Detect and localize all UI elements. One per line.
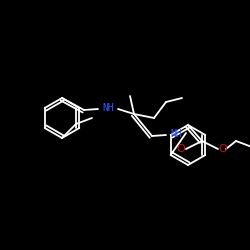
Text: NH: NH [102, 103, 114, 113]
Text: O: O [218, 144, 228, 154]
Text: O: O [176, 144, 186, 154]
Text: NH: NH [170, 129, 182, 139]
